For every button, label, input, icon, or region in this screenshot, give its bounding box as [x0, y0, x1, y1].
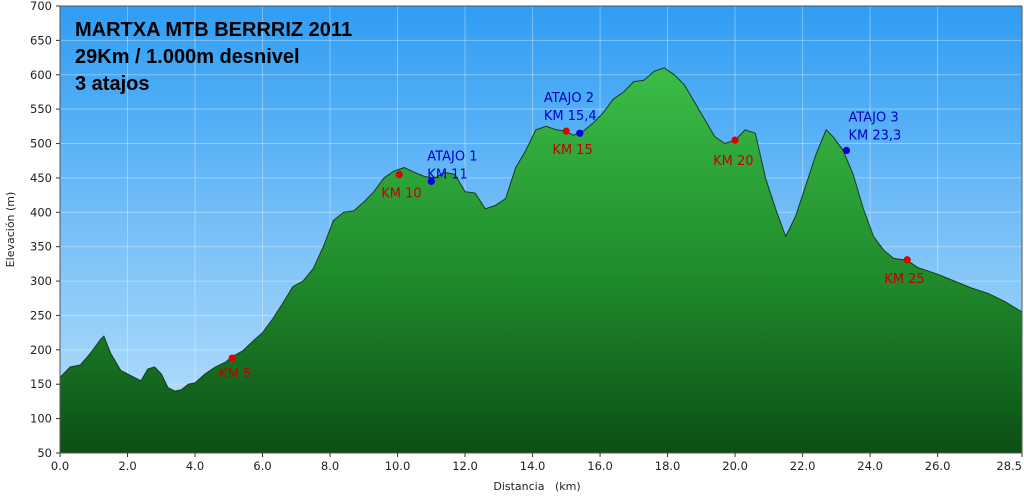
y-tick-label: 700: [30, 0, 52, 13]
y-tick-label: 150: [30, 377, 52, 391]
x-tick-label: 26.0: [925, 459, 951, 473]
km-marker: [395, 170, 403, 179]
title-line: MARTXA MTB BERRRIZ 2011: [75, 19, 352, 41]
x-tick-label: 16.0: [587, 459, 613, 473]
km-label: KM 5: [219, 367, 251, 382]
x-tick-label: 4.0: [186, 459, 204, 473]
x-axis-ticks: 0.0 2.0 4.0 6.0 8.0 10.0 12.0 14.0 16.0 18.0 20.0 2…: [51, 453, 1023, 473]
title-line: 29Km / 1.000m desnivel: [75, 46, 300, 68]
y-tick-label: 600: [30, 68, 52, 82]
y-tick-label: 400: [30, 205, 52, 219]
km-label: KM 20: [713, 154, 753, 169]
x-tick-label: 24.0: [857, 459, 883, 473]
shortcut-label: KM 11: [427, 167, 467, 182]
y-tick-label: 50: [37, 446, 52, 460]
km-label: KM 10: [381, 186, 421, 201]
shortcut-marker: [576, 129, 584, 137]
y-tick-label: 550: [30, 102, 52, 116]
y-tick-label: 100: [30, 412, 52, 426]
markers: KM 5 KM 10 ATAJO 1 KM 11 KM 15 ATAJO 2 KM 15,4…: [219, 91, 925, 382]
y-tick-label: 500: [30, 137, 52, 151]
y-tick-label: 350: [30, 240, 52, 254]
y-tick-label: 450: [30, 171, 52, 185]
x-tick-label: 18.0: [655, 459, 681, 473]
y-tick-label: 200: [30, 343, 52, 357]
y-tick-label: 250: [30, 308, 52, 322]
x-tick-label: 22.0: [790, 459, 816, 473]
y-axis-label: Elevación (m): [4, 192, 17, 268]
x-tick-label: 6.0: [253, 459, 271, 473]
shortcut-label: ATAJO 2: [544, 91, 594, 106]
x-tick-label: 12.0: [452, 459, 478, 473]
plot-frame: [59, 5, 1023, 454]
km-marker: [903, 256, 911, 264]
x-tick-label: 20.0: [722, 459, 748, 473]
shortcut-marker: [427, 177, 435, 185]
x-tick-label: 14.0: [520, 459, 546, 473]
x-axis-label: Distancia (km): [493, 480, 580, 493]
shortcut-marker: [842, 146, 851, 155]
x-tick-label: 28.5: [996, 459, 1022, 473]
shortcut-label: ATAJO 3: [848, 110, 898, 125]
y-tick-label: 300: [30, 274, 52, 288]
x-tick-label: 8.0: [321, 459, 339, 473]
x-tick-label: 10.0: [385, 459, 411, 473]
x-tick-label: 2.0: [118, 459, 136, 473]
shortcut-label: ATAJO 1: [427, 149, 477, 164]
km-marker: [228, 354, 236, 362]
shortcut-label: KM 23,3: [848, 128, 901, 143]
x-tick-label: 0.0: [51, 459, 69, 473]
chart-title: MARTXA MTB BERRRIZ 2011 29Km / 1.000m des…: [75, 19, 352, 95]
km-label: KM 25: [884, 272, 924, 287]
shortcut-label: KM 15,4: [544, 109, 597, 124]
y-tick-label: 650: [30, 33, 52, 47]
title-line: 3 atajos: [75, 73, 149, 95]
km-marker: [562, 127, 570, 135]
km-label: KM 15: [552, 143, 592, 158]
y-axis-ticks: 700 650 600 550 500 450 400 350 300 250 200 150 100 5…: [30, 0, 60, 460]
elevation-area: [59, 67, 1023, 454]
km-marker: [731, 136, 739, 144]
